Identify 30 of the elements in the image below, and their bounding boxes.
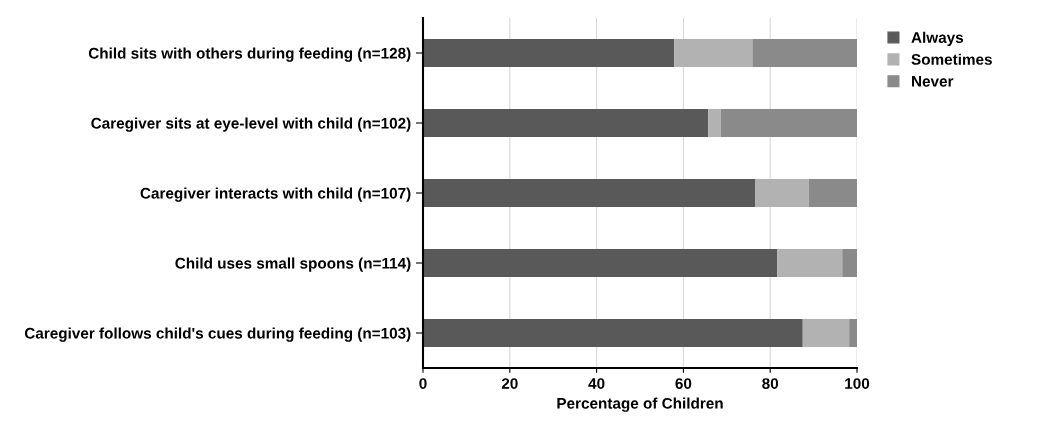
legend-label: Sometimes — [911, 53, 992, 65]
bar — [755, 179, 809, 207]
x-tick-label: 20 — [501, 378, 518, 389]
bar — [423, 249, 778, 277]
y-tick-label: Child sits with others during feeding (n=128) — [88, 47, 411, 62]
x-tick-label: 100 — [845, 378, 870, 389]
legend-label: Never — [912, 76, 954, 87]
x-tick-label: 0 — [419, 378, 427, 389]
bar — [808, 179, 857, 207]
x-axis-title: Percentage of Children — [557, 397, 723, 412]
bar — [842, 249, 857, 277]
bar — [423, 109, 709, 137]
bar — [423, 319, 803, 347]
y-tick-label: Caregiver follows child's cues during feeding (n=103) — [24, 327, 411, 342]
x-tick-label: 80 — [762, 378, 779, 389]
bar — [674, 39, 753, 67]
legend-label: Always — [911, 31, 964, 46]
y-tick-label: Caregiver sits at eye-level with child (n=102) — [91, 117, 411, 132]
bar — [752, 39, 857, 67]
bar — [720, 109, 857, 137]
y-tick-label: Caregiver interacts with child (n=107) — [140, 187, 411, 202]
bar — [423, 39, 675, 67]
bar — [423, 179, 756, 207]
bar — [849, 319, 857, 347]
x-tick-label: 40 — [588, 378, 605, 389]
bar — [777, 249, 843, 277]
bar — [708, 109, 721, 137]
x-tick-label: 60 — [675, 378, 692, 389]
y-tick-label: Child uses small spoons (n=114) — [175, 257, 411, 272]
bar — [802, 319, 850, 347]
